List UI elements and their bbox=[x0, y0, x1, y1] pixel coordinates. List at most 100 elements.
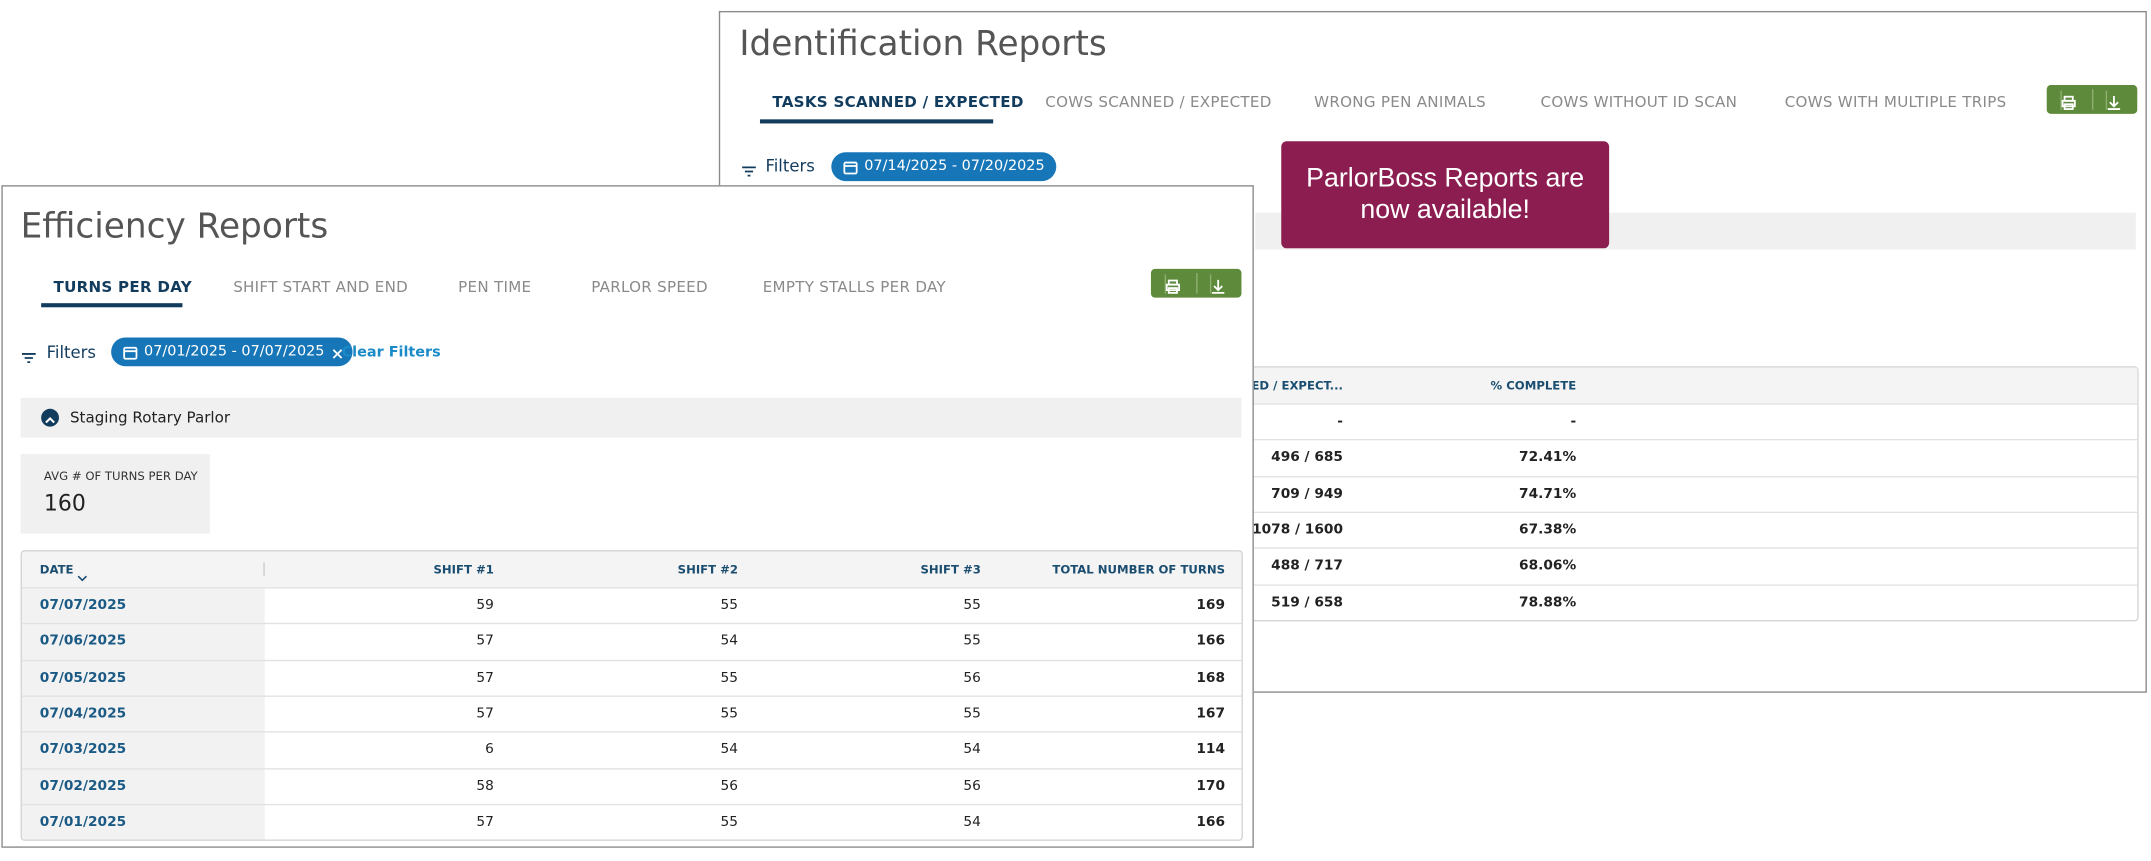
cell: 54 bbox=[720, 742, 739, 758]
table-row: 07/02/2025 58 56 56 170 bbox=[21, 767, 1242, 805]
date-column-bg bbox=[21, 587, 265, 840]
cell: 167 bbox=[1196, 706, 1226, 722]
column-header: SHIFT #3 bbox=[920, 563, 981, 578]
tab[interactable]: COWS SCANNED / EXPECTED bbox=[1045, 93, 1272, 112]
cell: 170 bbox=[1196, 778, 1226, 794]
tab[interactable]: TASKS SCANNED / EXPECTED bbox=[772, 93, 1024, 112]
table-row: 43 / 61--- bbox=[830, 403, 2138, 440]
download-button bbox=[1209, 274, 1225, 294]
cell: 114 bbox=[1196, 742, 1226, 758]
tab[interactable]: SHIFT START AND END bbox=[233, 278, 409, 297]
date-link[interactable]: 07/03/2025 bbox=[39, 742, 127, 758]
cell: 55 bbox=[720, 706, 739, 722]
cell: 56 bbox=[720, 778, 739, 794]
filter-icon bbox=[21, 346, 37, 372]
section-bar[interactable]: Staging Rotary Parlor bbox=[20, 397, 1242, 438]
cell: 55 bbox=[720, 814, 739, 830]
cell: - bbox=[1337, 414, 1343, 430]
section-title: Staging Rotary Parlor bbox=[69, 408, 231, 427]
cell: 55 bbox=[963, 634, 981, 650]
table-row: 07/05/2025 57 55 56 168 bbox=[21, 659, 1242, 696]
cell: 6 bbox=[485, 742, 494, 758]
calendar-icon bbox=[122, 343, 138, 372]
header-divider bbox=[263, 562, 265, 577]
cell: 519 / 658 bbox=[1271, 594, 1343, 610]
divider bbox=[1196, 272, 1198, 294]
date-link[interactable]: 07/04/2025 bbox=[39, 706, 127, 722]
collapse-icon bbox=[41, 408, 59, 427]
cell: 54 bbox=[963, 742, 981, 758]
cell: 709 / 949 bbox=[1271, 486, 1343, 502]
date-link[interactable]: 07/07/2025 bbox=[39, 598, 127, 614]
cell: 59 bbox=[476, 598, 494, 614]
column-header: SHIFT #2 bbox=[677, 563, 739, 578]
filters-label[interactable]: Filters bbox=[46, 342, 97, 363]
cell: 57 bbox=[476, 706, 494, 722]
clear-filters-link[interactable]: Clear Filters bbox=[341, 344, 441, 361]
action-buttons[interactable] bbox=[1150, 268, 1242, 298]
cell: 168 bbox=[1196, 670, 1226, 686]
divider bbox=[2091, 89, 2094, 110]
filters-label[interactable]: Filters bbox=[765, 156, 815, 176]
tab[interactable]: EMPTY STALLS PER DAY bbox=[762, 278, 946, 297]
table-header-bg bbox=[1249, 367, 2138, 404]
date-filter[interactable]: 07/01/2025 - 07/07/2025 bbox=[111, 337, 352, 367]
cell: 54 bbox=[963, 814, 981, 830]
kpi-value: 160 bbox=[43, 489, 86, 516]
calendar-icon bbox=[842, 158, 858, 187]
action-buttons[interactable] bbox=[2046, 85, 2138, 114]
efficiency-window: Efficiency Reports TURNS PER DAY SHIFT STA… bbox=[1, 185, 1254, 848]
tab[interactable]: COWS WITH MULTIPLE TRIPS bbox=[1784, 93, 2007, 112]
date-link[interactable]: 07/06/2025 bbox=[39, 634, 127, 650]
cell: - bbox=[1570, 414, 1577, 430]
cell: 169 bbox=[1196, 598, 1226, 614]
filter-icon bbox=[741, 159, 757, 185]
date-link[interactable]: 07/01/2025 bbox=[39, 814, 127, 830]
table-row: 07/07/2025 59 55 55 169 bbox=[21, 587, 1242, 624]
table-header-bg bbox=[21, 551, 1242, 588]
column-header: SHIFT #1 bbox=[433, 563, 494, 578]
cell: 55 bbox=[720, 598, 739, 614]
tab[interactable]: TURNS PER DAY bbox=[53, 278, 192, 297]
date-filter[interactable]: 07/14/2025 - 07/20/2025 bbox=[831, 152, 1056, 182]
cell: 57 bbox=[476, 814, 494, 830]
cell: 56 bbox=[963, 778, 981, 794]
title: Efficiency Reports bbox=[20, 205, 329, 246]
clear-date-icon bbox=[329, 344, 345, 373]
cell: 488 / 717 bbox=[1271, 558, 1343, 574]
cell: 57 bbox=[476, 634, 494, 650]
tab[interactable]: WRONG PEN ANIMALS bbox=[1314, 93, 1487, 112]
column-header[interactable]: DATE bbox=[39, 563, 74, 578]
sort-icon[interactable] bbox=[77, 562, 88, 588]
tab-underline bbox=[41, 303, 183, 308]
cell: 57 bbox=[476, 670, 494, 686]
announcement-banner: ParlorBoss Reports are now available! bbox=[1281, 141, 1610, 249]
print-button bbox=[1164, 274, 1180, 294]
cell: 55 bbox=[720, 670, 739, 686]
cell: 78.88% bbox=[1519, 594, 1577, 610]
cell: 72.41% bbox=[1519, 450, 1577, 466]
tab[interactable]: COWS WITHOUT ID SCAN bbox=[1540, 93, 1738, 112]
table-row: 07/06/2025 57 54 55 166 bbox=[21, 623, 1242, 660]
date-link[interactable]: 07/02/2025 bbox=[39, 778, 127, 794]
cell: 166 bbox=[1196, 634, 1226, 650]
cell: 54 bbox=[720, 634, 739, 650]
date-link[interactable]: 07/05/2025 bbox=[39, 670, 127, 686]
column-header: % COMPLETE bbox=[1490, 379, 1577, 394]
cell: 74.71% bbox=[1519, 486, 1577, 502]
cell: 58 bbox=[476, 778, 494, 794]
tab[interactable]: PEN TIME bbox=[458, 278, 532, 297]
tab[interactable]: PARLOR SPEED bbox=[591, 278, 708, 297]
kpi-label: AVG # OF TURNS PER DAY bbox=[43, 470, 198, 485]
cell: 68.06% bbox=[1519, 558, 1577, 574]
download-button bbox=[2105, 90, 2121, 110]
table-row: 07/01/2025 57 55 54 166 bbox=[21, 803, 1242, 840]
table-row: 07/04/2025 57 55 55 167 bbox=[21, 695, 1242, 732]
cell: 1078 / 1600 bbox=[1252, 522, 1343, 538]
